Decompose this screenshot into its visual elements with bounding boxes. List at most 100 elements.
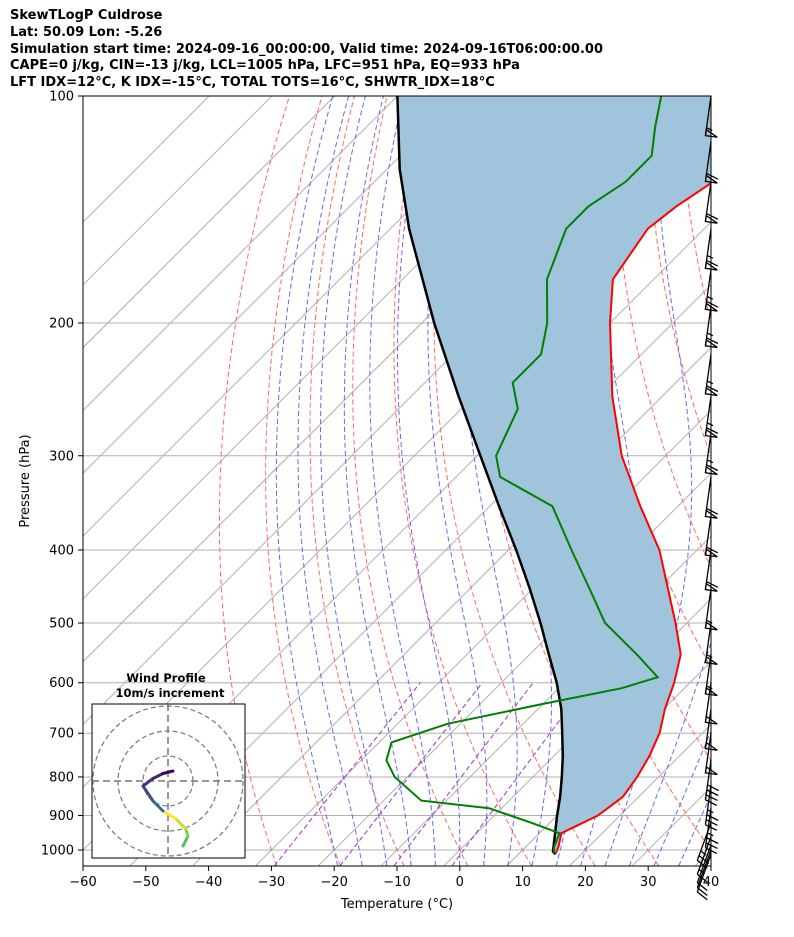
barb-full <box>706 508 719 515</box>
barb-full <box>696 887 708 896</box>
wind-barb <box>704 181 719 224</box>
dry-adiabat-line <box>433 96 596 866</box>
barb-full <box>706 789 719 797</box>
barb-full <box>705 799 718 806</box>
moist-adiabat-line <box>369 96 436 866</box>
parcel-profile-line <box>396 96 565 856</box>
y-tick-label: 900 <box>49 809 74 824</box>
barb-full <box>706 546 719 554</box>
barb-staff <box>696 836 712 875</box>
hodograph-segment <box>174 817 187 830</box>
barb-full <box>706 581 719 588</box>
isotherm-line <box>569 723 711 866</box>
barb-half <box>706 127 713 132</box>
mixing-ratio-lines <box>273 682 589 866</box>
hodograph-segment <box>141 777 155 788</box>
barb-flag <box>704 174 718 184</box>
wind-barb <box>704 654 718 697</box>
barb-half <box>706 459 714 464</box>
barb-full <box>705 819 718 826</box>
y-tick-label: 500 <box>49 617 74 632</box>
x-tick-label: −10 <box>383 875 410 890</box>
inset-subtitle: 10m/s increment <box>116 686 225 700</box>
moist-adiabat-line <box>604 96 693 866</box>
x-tick-label: −50 <box>132 875 159 890</box>
barb-flag <box>704 741 718 751</box>
hodograph-segment <box>141 784 150 795</box>
x-tick-label: 10 <box>514 875 531 890</box>
wind-barb <box>704 622 718 665</box>
barb-full <box>706 464 719 472</box>
wind-barb <box>704 588 718 631</box>
barb-half <box>706 254 714 259</box>
barb-staff <box>704 808 712 848</box>
dry-adiabat-line <box>352 96 469 866</box>
barb-half <box>706 295 714 300</box>
wind-barb <box>704 269 719 312</box>
dry-adiabat-line <box>646 96 711 458</box>
mixing-ratio-line <box>273 682 421 866</box>
mixing-ratio-line <box>451 682 589 866</box>
barb-full <box>706 337 719 345</box>
wind-barb <box>704 95 718 138</box>
barb-half <box>706 685 713 690</box>
dry-adiabat-line <box>218 96 290 866</box>
barb-staff <box>704 760 712 800</box>
isotherm-line <box>83 96 335 349</box>
barb-flag <box>704 386 718 397</box>
hodograph-segment <box>161 769 175 775</box>
barb-full <box>696 891 708 901</box>
dry-adiabat-line <box>777 96 794 866</box>
y-axis-label: Pressure (hPa) <box>18 434 33 527</box>
barb-flag <box>704 428 718 438</box>
isotherm-line <box>380 535 711 866</box>
barb-flag <box>704 261 718 271</box>
isotherm-line <box>83 96 524 537</box>
wind-barb <box>704 395 719 438</box>
barb-full <box>705 842 718 850</box>
wind-profile-inset: Wind Profile 10m/s increment <box>91 671 246 859</box>
station-title: SkewTLogP Culdrose <box>10 8 163 23</box>
wind-barb <box>704 515 719 558</box>
y-tick-label: 800 <box>49 770 74 785</box>
hodograph-segment <box>161 809 177 820</box>
barb-half <box>706 654 713 659</box>
barb-full <box>706 213 719 220</box>
y-tick-label: 200 <box>49 316 74 331</box>
barb-flag <box>704 509 718 519</box>
dry-adiabat-line <box>265 96 341 866</box>
temperature-profile-line <box>554 182 711 854</box>
inset-title: Wind Profile <box>126 671 206 685</box>
barb-full <box>706 300 719 308</box>
wind-barb <box>696 836 712 883</box>
barb-full <box>706 814 719 821</box>
isotherm-line <box>83 96 273 286</box>
moist-adiabat-line <box>297 96 363 866</box>
barb-half <box>706 380 714 385</box>
x-axis-label: Temperature (°C) <box>340 897 453 912</box>
barb-flag <box>704 686 718 697</box>
wind-barb <box>704 708 718 751</box>
x-tick-label: 40 <box>703 875 720 890</box>
isotherm-line <box>83 96 461 474</box>
y-tick-label: 1000 <box>41 844 74 859</box>
simulation-times: Simulation start time: 2024-09-16_00:00:… <box>10 41 603 57</box>
barb-half <box>707 809 714 814</box>
barb-full <box>706 837 719 845</box>
wind-barb <box>704 733 718 776</box>
stability-indices-1: CAPE=0 j/kg, CIN=-13 j/kg, LCL=1005 hPa,… <box>10 58 520 74</box>
mixing-ratio-line <box>393 682 534 866</box>
y-tick-label: 400 <box>49 543 74 558</box>
wind-barb <box>704 228 719 271</box>
hodograph-segment <box>146 792 155 803</box>
y-tick-label: 700 <box>49 727 74 742</box>
isotherm-line <box>758 96 794 866</box>
barb-full <box>705 824 718 831</box>
barb-flag <box>704 715 718 725</box>
x-tick-label: −30 <box>258 875 285 890</box>
wind-barb <box>696 849 712 896</box>
barb-full <box>706 259 719 267</box>
barb-flag <box>704 338 718 349</box>
barb-flag <box>704 214 718 224</box>
barb-flag <box>704 655 718 665</box>
